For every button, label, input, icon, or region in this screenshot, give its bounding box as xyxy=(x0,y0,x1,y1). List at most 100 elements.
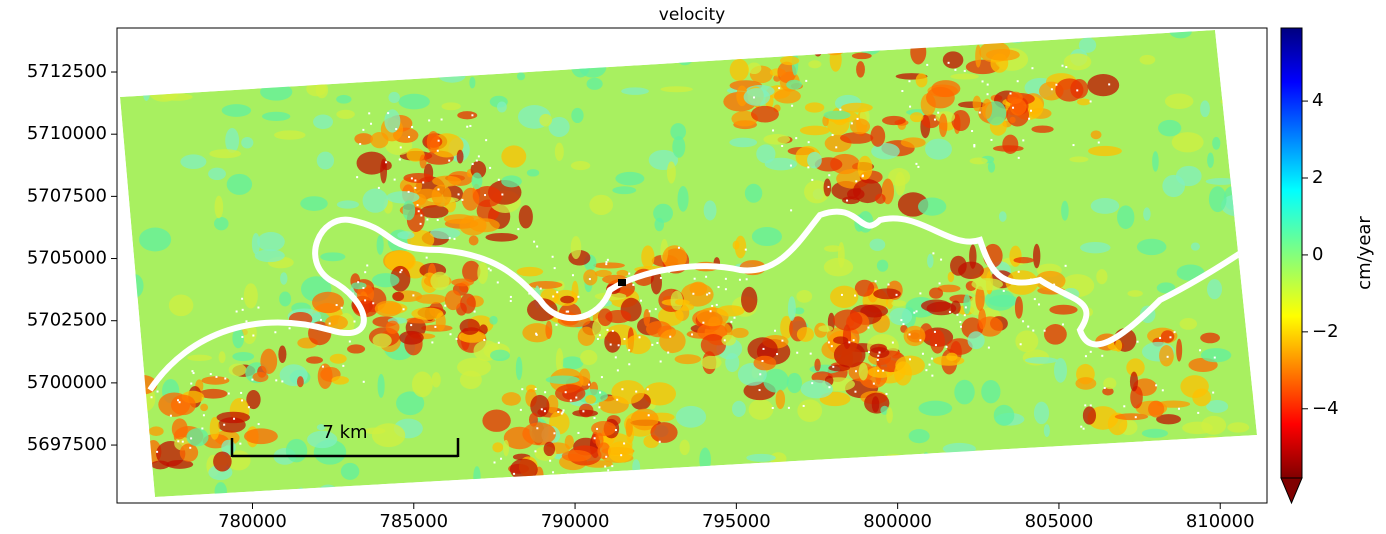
no-data-pixel xyxy=(372,302,375,305)
no-data-pixel xyxy=(872,382,875,385)
no-data-pixel xyxy=(616,398,619,401)
raster-patch xyxy=(1088,145,1122,157)
raster-patch xyxy=(522,323,552,343)
no-data-pixel xyxy=(791,104,794,107)
no-data-pixel xyxy=(846,199,849,202)
no-data-pixel xyxy=(245,320,248,323)
raster-patch xyxy=(746,453,776,462)
raster-patch xyxy=(213,451,232,472)
raster-patch xyxy=(354,133,374,145)
no-data-pixel xyxy=(156,390,159,393)
raster-patch xyxy=(516,266,544,277)
raster-patch xyxy=(555,384,586,403)
no-data-pixel xyxy=(891,341,894,344)
raster-patch xyxy=(438,68,466,83)
raster-patch xyxy=(1063,53,1092,71)
raster-patch xyxy=(612,186,637,195)
no-data-pixel xyxy=(724,288,727,291)
raster-patch xyxy=(125,466,149,474)
raster-patch xyxy=(1136,238,1167,256)
no-data-pixel xyxy=(807,141,810,144)
no-data-pixel xyxy=(177,399,180,402)
no-data-pixel xyxy=(533,240,536,243)
raster-patch xyxy=(882,489,903,497)
raster-patch xyxy=(744,183,763,203)
raster-patch xyxy=(546,394,559,414)
no-data-pixel xyxy=(428,119,431,122)
raster-patch xyxy=(539,113,553,127)
raster-patch xyxy=(840,132,874,144)
no-data-pixel xyxy=(419,222,422,225)
no-data-pixel xyxy=(528,477,531,480)
raster-patch xyxy=(554,142,564,161)
raster-patch xyxy=(1152,151,1159,172)
raster-patch xyxy=(279,291,292,307)
no-data-pixel xyxy=(930,357,933,360)
raster-patch xyxy=(180,154,207,170)
no-data-pixel xyxy=(604,465,607,468)
no-data-pixel xyxy=(1076,89,1079,92)
no-data-pixel xyxy=(774,329,777,332)
raster-patch xyxy=(633,479,643,495)
raster-patch xyxy=(929,287,944,299)
raster-patch xyxy=(120,370,139,393)
raster-patch xyxy=(201,376,230,385)
raster-patch xyxy=(1114,413,1149,421)
raster-patch xyxy=(402,200,416,221)
raster-patch xyxy=(799,125,831,136)
no-data-pixel xyxy=(1050,88,1053,91)
no-data-pixel xyxy=(517,228,520,231)
no-data-pixel xyxy=(900,319,903,322)
no-data-pixel xyxy=(656,341,659,344)
raster-patch xyxy=(975,286,985,311)
raster-patch xyxy=(1069,156,1089,163)
no-data-pixel xyxy=(571,274,574,277)
raster-patch xyxy=(1007,91,1023,105)
raster-patch xyxy=(485,232,519,242)
raster-patch xyxy=(699,447,712,473)
raster-patch xyxy=(501,175,522,188)
no-data-pixel xyxy=(667,351,670,354)
raster-patch xyxy=(313,114,333,130)
no-data-pixel xyxy=(986,93,989,96)
no-data-pixel xyxy=(353,320,356,323)
no-data-pixel xyxy=(986,83,989,86)
no-data-pixel xyxy=(431,341,434,344)
raster-patch xyxy=(903,325,926,347)
no-data-pixel xyxy=(561,411,564,414)
no-data-pixel xyxy=(702,321,705,324)
no-data-pixel xyxy=(831,134,834,137)
raster-patch xyxy=(1179,317,1198,330)
raster-patch xyxy=(461,187,480,211)
no-data-pixel xyxy=(440,118,443,121)
no-data-pixel xyxy=(854,294,857,297)
y-tick-label: 5705000 xyxy=(27,248,107,269)
raster-patch xyxy=(981,379,1001,404)
no-data-pixel xyxy=(937,111,940,114)
raster-patch xyxy=(615,30,624,47)
no-data-pixel xyxy=(747,33,750,36)
no-data-pixel xyxy=(973,144,976,147)
raster-patch xyxy=(1200,332,1220,344)
no-data-pixel xyxy=(1028,117,1031,120)
raster-patch xyxy=(1014,296,1023,319)
no-data-pixel xyxy=(436,149,439,152)
colorbar xyxy=(1280,27,1303,479)
no-data-pixel xyxy=(745,278,748,281)
raster-patch xyxy=(200,403,209,412)
no-data-pixel xyxy=(189,446,192,449)
raster-patch xyxy=(947,271,955,283)
no-data-pixel xyxy=(496,281,499,284)
no-data-pixel xyxy=(201,427,204,430)
raster-patch xyxy=(894,171,906,196)
raster-patch xyxy=(1143,207,1151,221)
raster-patch xyxy=(946,352,958,361)
raster-patch xyxy=(873,288,901,300)
raster-patch xyxy=(1129,371,1139,392)
no-data-pixel xyxy=(402,308,405,311)
raster-patch xyxy=(561,450,592,462)
no-data-pixel xyxy=(1022,320,1025,323)
no-data-pixel xyxy=(359,143,362,146)
raster-patch xyxy=(252,372,269,383)
no-data-pixel xyxy=(414,179,417,182)
